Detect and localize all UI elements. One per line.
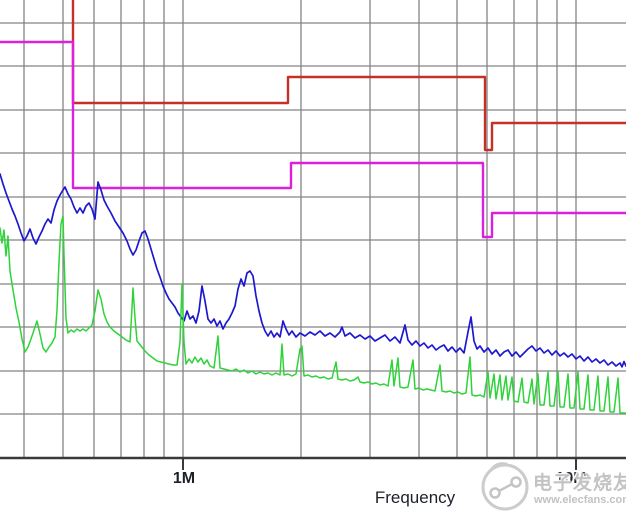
blue-trace-path [0, 173, 626, 368]
red-limit-line-path [71, 0, 626, 152]
magenta-limit-line-path [0, 40, 626, 239]
x-tick-label-10m: 10M [555, 470, 587, 487]
green-trace-path [0, 215, 626, 414]
watermark: 电子发烧友 www.elecfans.com [476, 456, 626, 516]
watermark-url-text: www.elecfans.com [534, 494, 626, 506]
watermark-brand-text: 电子发烧友 [533, 473, 626, 494]
x-axis-title: Frequency [374, 488, 456, 507]
elecfans-logo-icon [481, 462, 529, 511]
x-tick-label-1m: 1M [172, 470, 196, 487]
